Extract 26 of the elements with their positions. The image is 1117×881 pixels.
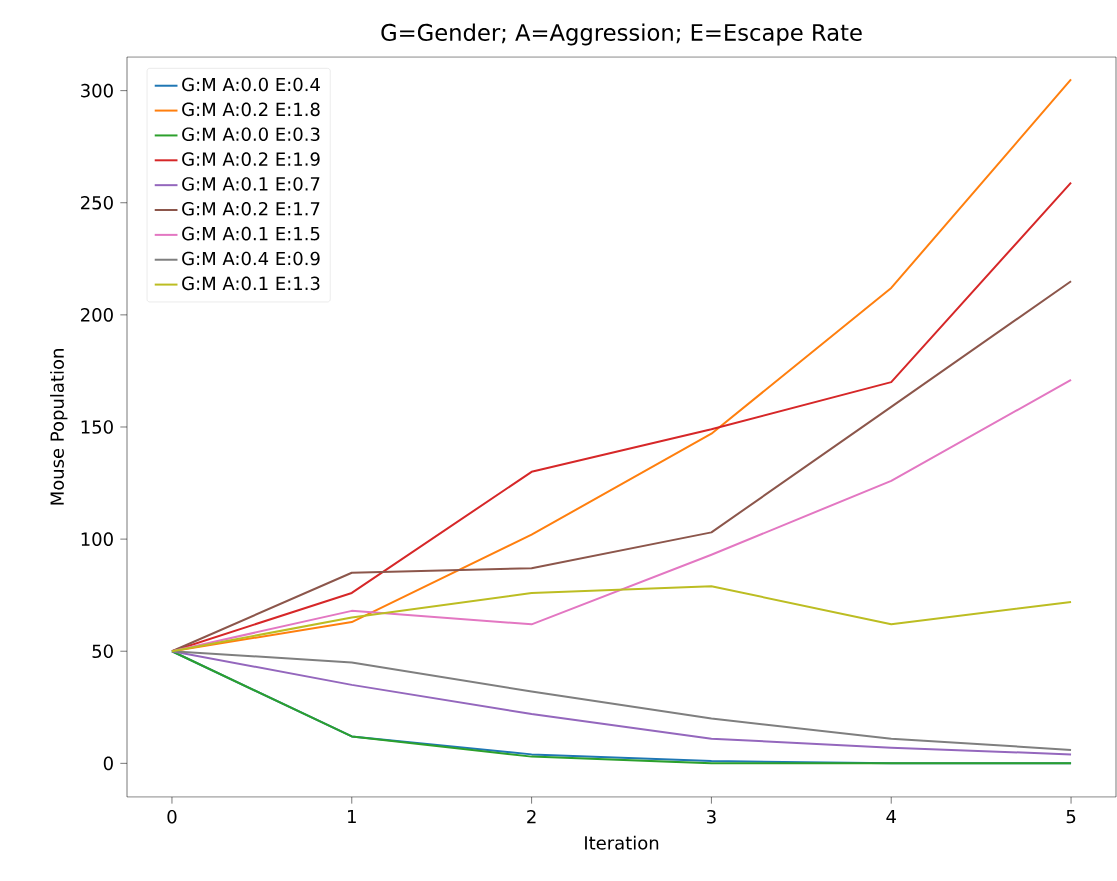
x-tick-label: 2 — [527, 809, 536, 824]
y-axis-title: Mouse Population — [50, 349, 68, 505]
y-tick-label: 50 — [92, 644, 113, 659]
line-series — [170, 585, 1073, 653]
y-tick-label: 150 — [81, 420, 113, 434]
legend-label: G:M A:0.1 E:1.5 — [182, 226, 320, 241]
legend-label: G:M A:0.2 E:1.9 — [182, 152, 320, 166]
legend-label: G:M A:0.2 E:1.7 — [182, 201, 320, 216]
x-tick-label: 1 — [348, 809, 356, 824]
legend-label: G:M A:0.0 E:0.3 — [182, 127, 320, 142]
legend-label: G:M A:0.4 E:0.9 — [182, 251, 320, 266]
y-tick-label: 200 — [81, 308, 113, 322]
x-tick-label: 5 — [1066, 809, 1076, 824]
legend-label: G:M A:0.1 E:0.7 — [182, 177, 320, 191]
chart-title: G=Gender; A=Aggression; E=Escape Rate — [381, 23, 862, 46]
y-tick-label: 100 — [81, 532, 113, 546]
y-tick-label: 300 — [81, 83, 113, 98]
y-tick-label: 0 — [103, 756, 113, 771]
y-tick-label: 250 — [81, 195, 113, 210]
legend-label: G:M A:0.2 E:1.8 — [182, 102, 320, 117]
x-tick-label: 4 — [886, 809, 896, 824]
x-axis-title: Iteration — [585, 835, 659, 850]
legend-label: G:M A:0.1 E:1.3 — [182, 276, 320, 291]
legend-label: G:M A:0.0 E:0.4 — [182, 77, 320, 92]
x-tick-label: 0 — [167, 809, 177, 824]
x-tick-label: 3 — [707, 809, 716, 824]
